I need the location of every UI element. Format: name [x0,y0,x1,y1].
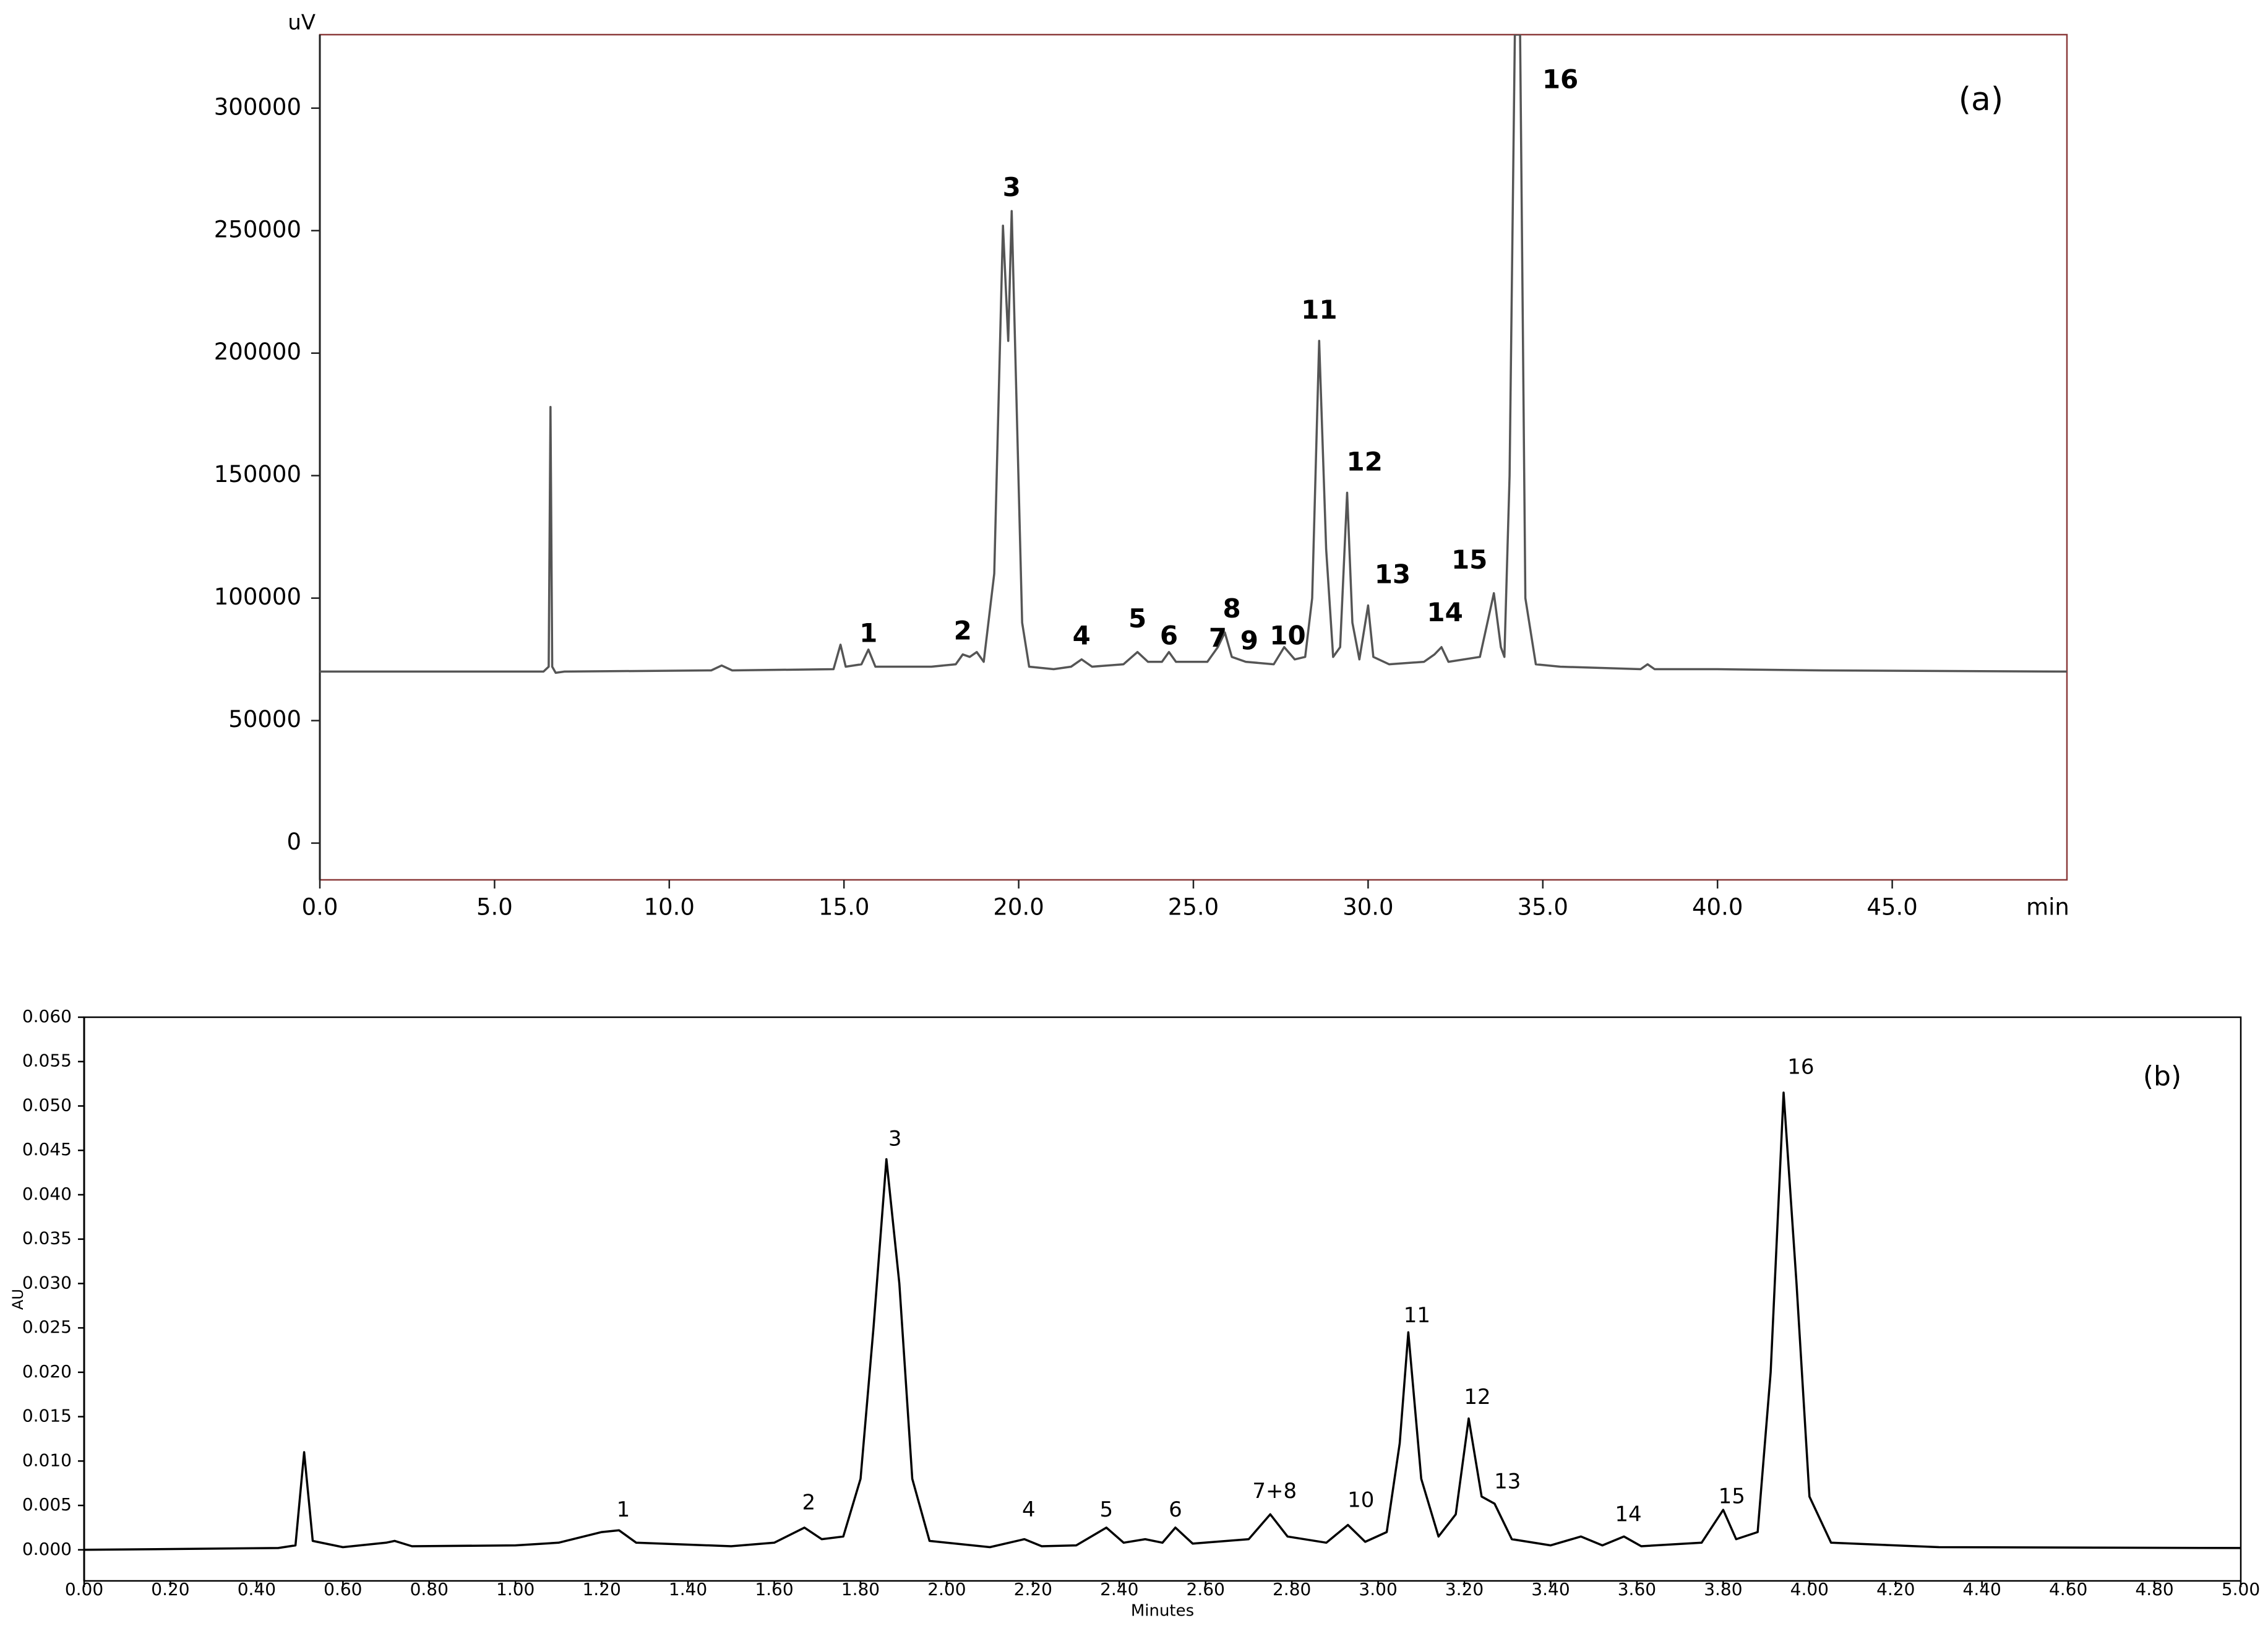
peak-label: 5 [1100,1497,1114,1522]
x-tick-label: 4.40 [1963,1579,2001,1599]
y-tick-label: 0.045 [22,1139,72,1160]
x-tick-label: 1.20 [582,1579,621,1599]
peak-label: 13 [1494,1469,1521,1494]
peak-label: 16 [1787,1054,1814,1079]
x-tick-label: 30.0 [1342,894,1393,921]
x-tick-label: 3.60 [1618,1579,1656,1599]
peak-label: 1 [859,618,877,648]
y-tick-label: 150000 [214,461,301,488]
peak-label: 12 [1347,446,1383,476]
peak-label: 2 [954,616,972,646]
y-tick-label: 0.035 [22,1228,72,1249]
x-tick-label: 2.60 [1187,1579,1225,1599]
x-tick-label: 2.40 [1100,1579,1138,1599]
x-tick-label: 25.0 [1168,894,1219,921]
x-tick-label: 2.20 [1014,1579,1052,1599]
x-tick-label: 3.20 [1445,1579,1484,1599]
peak-label: 13 [1375,559,1411,590]
y-tick-label: 0.060 [22,1006,72,1026]
y-tick-label: 200000 [214,338,301,365]
y-axis-label: AU [9,1289,27,1310]
x-tick-label: 5.00 [2222,1579,2260,1599]
peak-label: 5 [1128,603,1146,634]
x-tick-label: 40.0 [1692,894,1743,921]
y-tick-label: 300000 [214,93,301,120]
peak-label: 15 [1451,544,1487,575]
x-tick-label: 4.60 [2049,1579,2087,1599]
x-tick-label: 1.00 [496,1579,535,1599]
peak-label: 4 [1022,1497,1036,1522]
chart-panel: 0 50000 100000 150000 200000 250000 300000 0.0 5… [214,11,2069,921]
x-tick-label: 4.20 [1876,1579,1915,1599]
y-tick-label: 0 [286,828,301,855]
y-tick-label: 0.025 [22,1317,72,1337]
panel-label: (b) [2143,1061,2181,1092]
x-tick-label: 4.80 [2135,1579,2173,1599]
x-tick-label: 1.40 [669,1579,707,1599]
x-tick-label: 3.40 [1531,1579,1570,1599]
peak-label: 4 [1073,621,1091,651]
y-tick-label: 100000 [214,583,301,610]
peak-label: 10 [1347,1487,1374,1512]
peak-label: 7 [1209,622,1227,653]
peak-label: 9 [1240,625,1258,655]
x-tick-label: 10.0 [644,894,695,921]
peak-label: 3 [888,1126,902,1151]
x-tick-label: 1.80 [841,1579,880,1599]
peak-label: 8 [1223,593,1241,624]
x-tick-label: 3.80 [1704,1579,1742,1599]
x-tick-label: 0.0 [302,894,338,921]
peak-label: 12 [1464,1385,1490,1409]
trace [84,1091,2241,1551]
peak-label: 11 [1404,1303,1430,1328]
peak-label: 7+8 [1252,1479,1297,1504]
x-tick-label: 3.00 [1359,1579,1397,1599]
peak-label: 10 [1269,621,1305,651]
y-tick-label: 0.010 [22,1450,72,1470]
chart-panel: 0.0000.0050.0100.0150.0200.0250.0300.035… [9,1006,2260,1620]
x-tick-label: 0.40 [238,1579,276,1599]
y-tick-label: 0.020 [22,1361,72,1382]
y-tick-label: 0.015 [22,1406,72,1426]
peak-label: 6 [1160,621,1178,651]
x-axis-label: min [2026,894,2069,921]
peak-label: 6 [1169,1497,1182,1522]
peak-label: 15 [1719,1484,1745,1509]
x-tick-label: 0.00 [65,1579,103,1599]
x-tick-label: 2.00 [927,1579,966,1599]
x-tick-label: 0.60 [324,1579,362,1599]
x-tick-label: 0.80 [410,1579,449,1599]
x-axis-label: Minutes [1131,1602,1194,1620]
x-tick-label: 0.20 [151,1579,189,1599]
x-tick-label: 45.0 [1866,894,1917,921]
x-tick-label: 15.0 [818,894,869,921]
x-tick-label: 1.60 [755,1579,793,1599]
peak-label: 3 [1003,172,1021,202]
x-tick-label: 20.0 [993,894,1044,921]
y-axis-label: uV [288,11,316,35]
y-tick-label: 0.055 [22,1051,72,1071]
y-tick-label: 0.000 [22,1539,72,1559]
y-tick-label: 0.030 [22,1272,72,1293]
peak-label: 2 [802,1491,815,1515]
x-tick-label: 4.00 [1790,1579,1829,1599]
peak-label: 14 [1615,1502,1641,1526]
x-tick-label: 35.0 [1518,894,1568,921]
y-tick-label: 50000 [228,706,301,733]
x-tick-label: 5.0 [476,894,513,921]
y-tick-label: 0.005 [22,1494,72,1515]
panel-label: (a) [1959,81,2003,118]
y-tick-label: 0.050 [22,1095,72,1115]
peak-label: 14 [1427,597,1463,627]
x-tick-label: 2.80 [1273,1579,1311,1599]
y-tick-label: 0.040 [22,1184,72,1204]
trace [320,35,2067,674]
peak-label: 16 [1542,64,1578,95]
peak-label: 11 [1301,295,1337,325]
y-tick-label: 250000 [214,216,301,243]
peak-label: 1 [617,1497,630,1522]
